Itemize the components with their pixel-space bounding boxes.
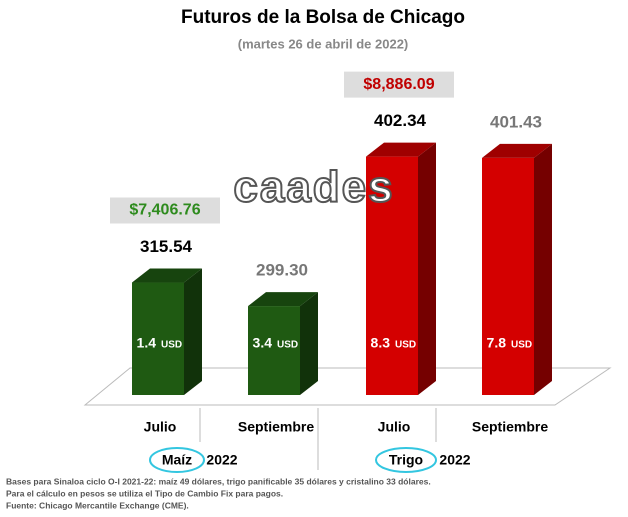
bar-top [482, 143, 552, 158]
bar [132, 282, 184, 395]
note: Bases para Sinaloa ciclo O-I 2021-22: ma… [6, 476, 431, 486]
change-unit: USD [277, 340, 298, 351]
price-box [344, 71, 454, 98]
change-unit: USD [511, 340, 532, 351]
value-label: 299.30 [256, 261, 308, 280]
value-label: 401.43 [490, 112, 542, 131]
bar-side [300, 292, 318, 395]
note: Fuente: Chicago Mercantile Exchange (CME… [6, 500, 189, 510]
bar-top [366, 142, 436, 157]
value-label: 315.54 [140, 237, 193, 256]
bar-top [248, 292, 318, 307]
chart-title: Futuros de la Bolsa de Chicago [181, 7, 465, 28]
price-label: $8,886.09 [363, 76, 434, 93]
bar-side [184, 268, 202, 395]
bar [482, 157, 534, 395]
floor [83, 367, 612, 406]
bar-side [534, 143, 552, 395]
bar-top [132, 268, 202, 283]
change-label: 1.4 [137, 335, 157, 351]
x-tick-label: Septiembre [238, 419, 314, 435]
group-label: Trigo [389, 452, 423, 468]
note: Para el cálculo en pesos se utiliza el T… [6, 488, 283, 498]
bar [366, 156, 418, 395]
price-box [110, 197, 220, 224]
bar [248, 306, 300, 395]
group-label: Maíz [162, 452, 192, 468]
watermark: caades [233, 163, 394, 212]
highlight [375, 447, 437, 473]
bar-side [418, 142, 436, 395]
chart-subtitle: (martes 26 de abril de 2022) [238, 36, 409, 51]
group-year: 2022 [439, 452, 470, 468]
price-label: $7,406.76 [129, 202, 200, 219]
x-tick-label: Julio [378, 419, 411, 435]
change-unit: USD [395, 340, 416, 351]
group-year: 2022 [206, 452, 237, 468]
highlight [149, 447, 205, 473]
change-label: 3.4 [253, 335, 273, 351]
x-tick-label: Septiembre [472, 419, 548, 435]
change-unit: USD [161, 340, 182, 351]
change-label: 7.8 [487, 335, 507, 351]
value-label: 402.34 [374, 111, 427, 130]
x-tick-label: Julio [144, 419, 177, 435]
change-label: 8.3 [371, 335, 391, 351]
